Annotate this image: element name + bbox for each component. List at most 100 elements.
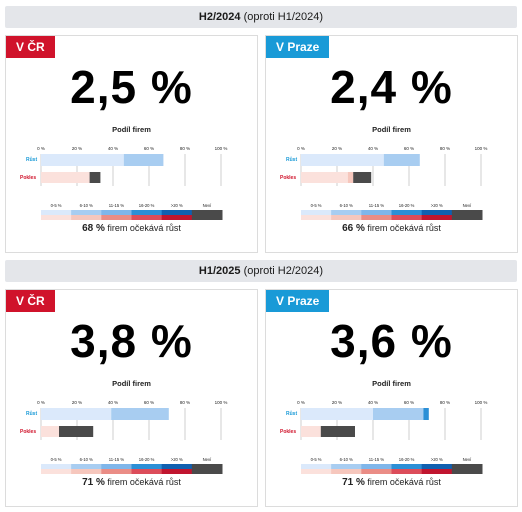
legend-swatch-bottom [301, 469, 332, 474]
legend-swatch-top [421, 210, 453, 215]
axis-tick-label: 20 % [72, 146, 82, 151]
footer-text: firem očekává růst [364, 477, 441, 487]
legend-swatch-bottom [301, 215, 332, 220]
legend-label: 16-20 % [139, 457, 155, 462]
legend-swatch-top [71, 464, 102, 469]
legend-swatch-top [391, 210, 423, 215]
legend-swatch-bottom [421, 215, 453, 220]
legend-swatch-bottom [421, 469, 453, 474]
legend-label: 0-5 % [51, 457, 62, 462]
legend-label: Neví [463, 457, 472, 462]
legend-swatch-top [131, 464, 163, 469]
axis-tick-label: 80 % [180, 400, 190, 405]
footer-value: 71 % [82, 477, 105, 488]
section-header-h1-2025: H1/2025 (oproti H2/2024) [5, 260, 517, 282]
axis-tick-label: 80 % [440, 400, 450, 405]
axis-tick-label: 100 % [215, 146, 228, 151]
panel-footer: 68 % firem očekává růst [6, 223, 257, 234]
row-label-decline: Pokles [280, 175, 296, 181]
legend-swatch-bottom [41, 469, 72, 474]
period-comparison: (oproti H1/2024) [240, 11, 324, 23]
legend-swatch-top [41, 210, 72, 215]
legend-swatch-top [301, 464, 332, 469]
bar-segment [301, 172, 348, 183]
bar-chart: 0 % 20 % 40 % 60 % 80 % 100 % Růst Pokles 0-5 % 6… [280, 146, 488, 220]
bar-segment [123, 154, 164, 166]
legend-swatch-top [421, 464, 453, 469]
legend-label: 6-10 % [80, 457, 94, 462]
axis-tick-label: 100 % [475, 400, 488, 405]
axis-tick-label: 0 % [297, 400, 305, 405]
legend-swatch-top [131, 210, 163, 215]
axis-tick-label: 80 % [180, 146, 190, 151]
legend-swatch-bottom [361, 215, 392, 220]
panel-footer: 71 % firem očekává růst [6, 477, 257, 488]
bar-chart: 0 % 20 % 40 % 60 % 80 % 100 % Růst Pokles 0-5 % 6… [20, 146, 228, 220]
legend-label: Neví [203, 203, 212, 208]
footer-text: firem očekává růst [364, 223, 441, 233]
axis-tick-label: 40 % [108, 146, 118, 151]
legend-label: 6-10 % [80, 203, 94, 208]
axis-tick-label: 80 % [440, 146, 450, 151]
axis-tick-label: 20 % [332, 146, 342, 151]
row-label-growth: Růst [286, 156, 297, 163]
axis-tick-label: 100 % [475, 146, 488, 151]
legend-label: 16-20 % [139, 203, 155, 208]
chart-subtitle: Podíl firem [112, 379, 151, 388]
legend-label: Neví [203, 457, 212, 462]
panel-footer: 66 % firem očekává růst [266, 223, 517, 234]
bar-chart: 0 % 20 % 40 % 60 % 80 % 100 % Růst Pokles 0-5 % 6… [20, 400, 227, 474]
footer-text: firem očekává růst [104, 477, 181, 487]
axis-tick-label: 60 % [404, 400, 414, 405]
legend-swatch-bottom [361, 469, 392, 474]
row-label-growth: Růst [286, 410, 297, 417]
axis-tick-label: 40 % [108, 400, 118, 405]
bar-chart: 0 % 20 % 40 % 60 % 80 % 100 % Růst Pokles 0-5 % 6… [280, 400, 488, 474]
bar-segment [301, 154, 384, 166]
legend-swatch-bottom [131, 215, 163, 220]
legend-swatch-top [191, 210, 223, 215]
legend-swatch-bottom [131, 469, 163, 474]
axis-tick-label: 20 % [72, 400, 82, 405]
bar-segment [301, 426, 321, 437]
legend-swatch-top [191, 464, 223, 469]
legend-label: 0-5 % [311, 457, 322, 462]
legend-label: 11-15 % [109, 457, 125, 462]
bar-segment [301, 408, 373, 420]
legend-label: 0-5 % [311, 203, 322, 208]
legend-swatch-bottom [391, 469, 423, 474]
legend-swatch-top [101, 464, 132, 469]
legend-swatch-bottom [161, 215, 193, 220]
axis-tick-label: 20 % [332, 400, 342, 405]
row-label-decline: Pokles [280, 429, 296, 435]
legend-swatch-bottom [331, 469, 362, 474]
legend-swatch-top [331, 464, 362, 469]
legend-swatch-top [361, 464, 392, 469]
legend-swatch-bottom [71, 215, 102, 220]
axis-tick-label: 0 % [37, 146, 45, 151]
legend-label: 11-15 % [369, 457, 385, 462]
bar-segment [89, 172, 101, 183]
region-tag: V ČR [6, 290, 55, 312]
bar-segment [59, 426, 94, 437]
bar-segment [41, 154, 124, 166]
legend-swatch-top [161, 464, 193, 469]
bar-segment [41, 408, 112, 420]
row-label-growth: Růst [26, 156, 37, 163]
axis-tick-label: 60 % [144, 400, 154, 405]
row-label-decline: Pokles [20, 175, 36, 181]
legend-label: 11-15 % [369, 203, 385, 208]
panel-praha-h1-2025: V Praze 3,6 % Podíl firem 0 % 20 % 40 % 60 … [265, 289, 518, 507]
axis-tick-label: 0 % [297, 146, 305, 151]
bar-segment [347, 172, 354, 183]
bar-segment [423, 408, 429, 420]
footer-value: 66 % [342, 223, 365, 234]
legend-swatch-top [101, 210, 132, 215]
bar-segment [41, 426, 59, 437]
footer-value: 71 % [342, 477, 365, 488]
chart-subtitle: Podíl firem [372, 379, 411, 388]
panel-cr-h1-2025: V ČR 3,8 % Podíl firem 0 % 20 % 40 % 60 % 80… [5, 289, 258, 507]
axis-tick-label: 40 % [368, 400, 378, 405]
legend-swatch-top [451, 464, 483, 469]
big-value: 3,8 % [70, 315, 193, 367]
